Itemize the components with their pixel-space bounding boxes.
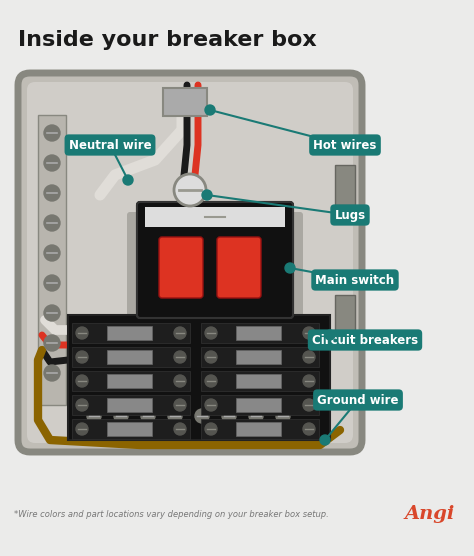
Circle shape <box>285 263 295 273</box>
Circle shape <box>141 409 155 423</box>
Circle shape <box>44 365 60 381</box>
Circle shape <box>174 327 186 339</box>
Circle shape <box>44 305 60 321</box>
Bar <box>108 398 152 412</box>
Bar <box>201 323 319 343</box>
Circle shape <box>205 105 215 115</box>
Circle shape <box>222 409 236 423</box>
Circle shape <box>303 327 315 339</box>
FancyBboxPatch shape <box>137 202 293 318</box>
Circle shape <box>205 423 217 435</box>
Bar <box>80 405 300 427</box>
Circle shape <box>114 409 128 423</box>
Circle shape <box>123 175 133 185</box>
Text: Hot wires: Hot wires <box>313 138 377 151</box>
Circle shape <box>174 399 186 411</box>
Circle shape <box>195 409 209 423</box>
Circle shape <box>76 423 88 435</box>
Circle shape <box>303 423 315 435</box>
Circle shape <box>44 155 60 171</box>
Circle shape <box>320 435 330 445</box>
Circle shape <box>303 375 315 387</box>
Text: Angi: Angi <box>405 505 455 523</box>
Bar <box>163 88 207 116</box>
Bar <box>237 398 281 412</box>
Bar <box>201 395 319 415</box>
Bar <box>201 419 319 439</box>
Bar <box>72 395 190 415</box>
Bar <box>72 371 190 391</box>
FancyBboxPatch shape <box>217 237 261 298</box>
Bar <box>72 347 190 367</box>
FancyBboxPatch shape <box>127 212 303 348</box>
Bar <box>335 295 355 335</box>
Circle shape <box>205 327 217 339</box>
FancyBboxPatch shape <box>18 73 362 452</box>
Text: Circuit breakers: Circuit breakers <box>312 334 418 346</box>
Bar <box>237 350 281 364</box>
Bar <box>38 115 66 405</box>
Bar <box>237 326 281 340</box>
Circle shape <box>44 275 60 291</box>
Text: Neutral wire: Neutral wire <box>69 138 151 151</box>
Circle shape <box>174 375 186 387</box>
Text: Ground wire: Ground wire <box>317 394 399 406</box>
Circle shape <box>276 409 290 423</box>
Circle shape <box>303 351 315 363</box>
Circle shape <box>44 185 60 201</box>
Bar <box>72 323 190 343</box>
Circle shape <box>174 423 186 435</box>
FancyBboxPatch shape <box>159 237 203 298</box>
Bar <box>145 207 285 227</box>
Circle shape <box>76 375 88 387</box>
Bar <box>237 422 281 436</box>
Bar <box>68 315 330 440</box>
Bar <box>108 422 152 436</box>
Circle shape <box>202 190 212 200</box>
Text: Inside your breaker box: Inside your breaker box <box>18 30 317 50</box>
Bar <box>108 326 152 340</box>
Text: Lugs: Lugs <box>335 208 365 221</box>
Circle shape <box>303 399 315 411</box>
Bar <box>201 347 319 367</box>
Circle shape <box>249 409 263 423</box>
Circle shape <box>76 327 88 339</box>
Bar <box>237 374 281 388</box>
Circle shape <box>44 245 60 261</box>
Circle shape <box>174 174 206 206</box>
Circle shape <box>87 409 101 423</box>
Circle shape <box>76 399 88 411</box>
Circle shape <box>44 125 60 141</box>
Circle shape <box>168 409 182 423</box>
Bar <box>108 374 152 388</box>
Bar <box>201 371 319 391</box>
Text: *Wire colors and part locations vary depending on your breaker box setup.: *Wire colors and part locations vary dep… <box>14 510 329 519</box>
Bar <box>108 350 152 364</box>
Circle shape <box>205 351 217 363</box>
Circle shape <box>174 351 186 363</box>
Circle shape <box>205 399 217 411</box>
FancyBboxPatch shape <box>27 82 353 443</box>
Circle shape <box>76 351 88 363</box>
Text: Main switch: Main switch <box>315 274 394 286</box>
Circle shape <box>44 335 60 351</box>
Circle shape <box>44 215 60 231</box>
Circle shape <box>325 330 335 340</box>
FancyBboxPatch shape <box>137 202 293 318</box>
Bar <box>335 165 355 205</box>
Circle shape <box>205 375 217 387</box>
Bar <box>72 419 190 439</box>
